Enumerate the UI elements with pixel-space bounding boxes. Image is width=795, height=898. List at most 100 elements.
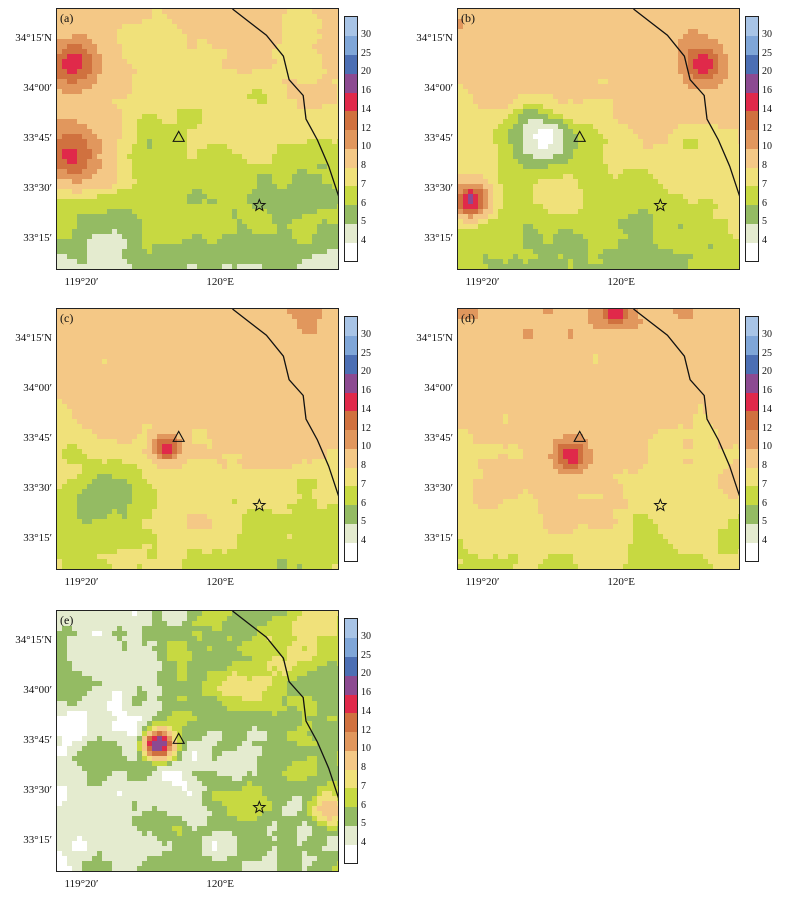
colorbar-tick-label: 30 [762,28,772,40]
colorbar-tick-label: 16 [361,687,371,699]
map-panel: (e) 34°15′N 34°00′ 33°45′ 33°30′ 33°15′ 119°20… [0,602,395,898]
y-tick-label: 33°30′ [424,181,453,194]
colorbar-segment [746,204,758,224]
colorbar-tick-label: 6 [762,497,767,509]
colorbar-tick-label: 12 [361,422,371,434]
colorbar-tick-label: 10 [762,141,772,153]
triangle-marker [172,130,186,142]
y-tick-label: 33°45′ [424,132,453,144]
colorbar-tick-label: 16 [762,85,772,97]
coastline [232,309,338,497]
colorbar-segment [345,806,357,826]
colorbar-tick-label: 8 [762,460,767,472]
colorbar-segment [746,167,758,187]
map-panel: (d) 34°15′N 34°00′ 33°45′ 33°30′ 33°15′ 119°20… [401,300,795,596]
colorbar-tick-label: 20 [361,66,371,78]
colorbar-segment [746,185,758,206]
colorbar-tick-label: 5 [762,516,767,528]
colorbar-segment [345,17,357,37]
map-plot-area: (d) [457,308,740,570]
colorbar-segment [345,467,357,487]
triangle-marker [573,430,587,442]
colorbar-tick-label: 12 [361,724,371,736]
x-tick-label: 120°E [206,276,234,288]
colorbar-tick-label: 8 [762,160,767,172]
y-tick-label: 34°00′ [23,684,52,697]
map-plot-area: (a) [56,8,339,270]
colorbar-segment [746,373,758,393]
colorbar-segment [746,542,758,562]
colorbar-tick-label: 25 [762,47,772,59]
colorbar-segment [746,73,758,93]
colorbar-segment [746,410,758,431]
contour-field [458,309,739,569]
colorbar-tick-label: 25 [361,649,371,661]
colorbar-segment [345,656,357,676]
colorbar-segment [746,504,758,524]
map-panel: (b) 34°15′N 34°00′ 33°45′ 33°30′ 33°15′ 119°20… [401,0,795,296]
colorbar-tick-label: 30 [762,328,772,340]
y-tick-label: 33°15′ [424,531,453,544]
coastline [633,309,739,497]
colorbar-segment [345,485,357,506]
colorbar-tick-label: 5 [361,516,366,528]
colorbar-segment [746,35,758,56]
colorbar-segment [345,410,357,431]
map-panel: (a) 34°15′N 34°00′ 33°45′ 33°30′ 33°15′ 119°20… [0,0,395,296]
coastline [232,9,338,197]
colorbar-tick-label: 8 [361,460,366,472]
colorbar-segment [345,694,357,714]
colorbar-tick-label: 7 [762,178,767,190]
y-tick-label: 34°00′ [23,82,52,95]
colorbar [745,16,759,262]
colorbar-tick-label: 6 [361,799,366,811]
colorbar [745,316,759,562]
colorbar [344,16,358,262]
star-marker [252,800,267,814]
colorbar-tick-label: 4 [361,535,366,547]
panel-label: (b) [461,11,475,25]
y-tick-label: 34°00′ [23,382,52,395]
colorbar-segment [345,523,357,543]
colorbar-segment [345,448,357,468]
triangle-marker [172,430,186,442]
colorbar-segment [345,712,357,733]
colorbar-segment [746,110,758,131]
colorbar-tick-label: 12 [762,422,772,434]
colorbar-tick-label: 20 [361,668,371,680]
contour-field [458,9,739,269]
colorbar-segment [345,750,357,770]
x-tick-label: 119°20′ [64,878,99,890]
colorbar-tick-label: 4 [762,535,767,547]
colorbar-segment [345,317,357,337]
colorbar-tick-label: 20 [762,366,772,378]
map-panel: (c) 34°15′N 34°00′ 33°45′ 33°30′ 33°15′ 119°20… [0,300,395,596]
colorbar-tick-label: 6 [762,197,767,209]
colorbar-segment [345,731,357,751]
colorbar-segment [345,354,357,374]
colorbar-segment [345,35,357,56]
map-plot-area: (c) [56,308,339,570]
y-tick-label: 33°45′ [23,734,52,746]
colorbar-tick-label: 5 [361,818,366,830]
colorbar-tick-label: 10 [361,743,371,755]
colorbar-tick-label: 10 [361,441,371,453]
colorbar-segment [746,17,758,37]
colorbar-segment [345,223,357,243]
colorbar-tick-label: 25 [762,347,772,359]
colorbar-tick-label: 5 [762,216,767,228]
colorbar-tick-label: 20 [361,366,371,378]
colorbar-segment [345,637,357,658]
colorbar [344,316,358,562]
colorbar-tick-label: 8 [361,160,366,172]
y-tick-label: 33°45′ [23,432,52,444]
colorbar-segment [746,467,758,487]
colorbar-segment [746,485,758,506]
y-tick-label: 33°45′ [424,432,453,444]
colorbar-tick-label: 8 [361,762,366,774]
y-tick-label: 34°15′N [15,634,52,647]
colorbar-tick-label: 5 [361,216,366,228]
y-tick-label: 33°45′ [23,132,52,144]
panel-label: (a) [60,11,74,25]
colorbar-tick-label: 4 [762,235,767,247]
